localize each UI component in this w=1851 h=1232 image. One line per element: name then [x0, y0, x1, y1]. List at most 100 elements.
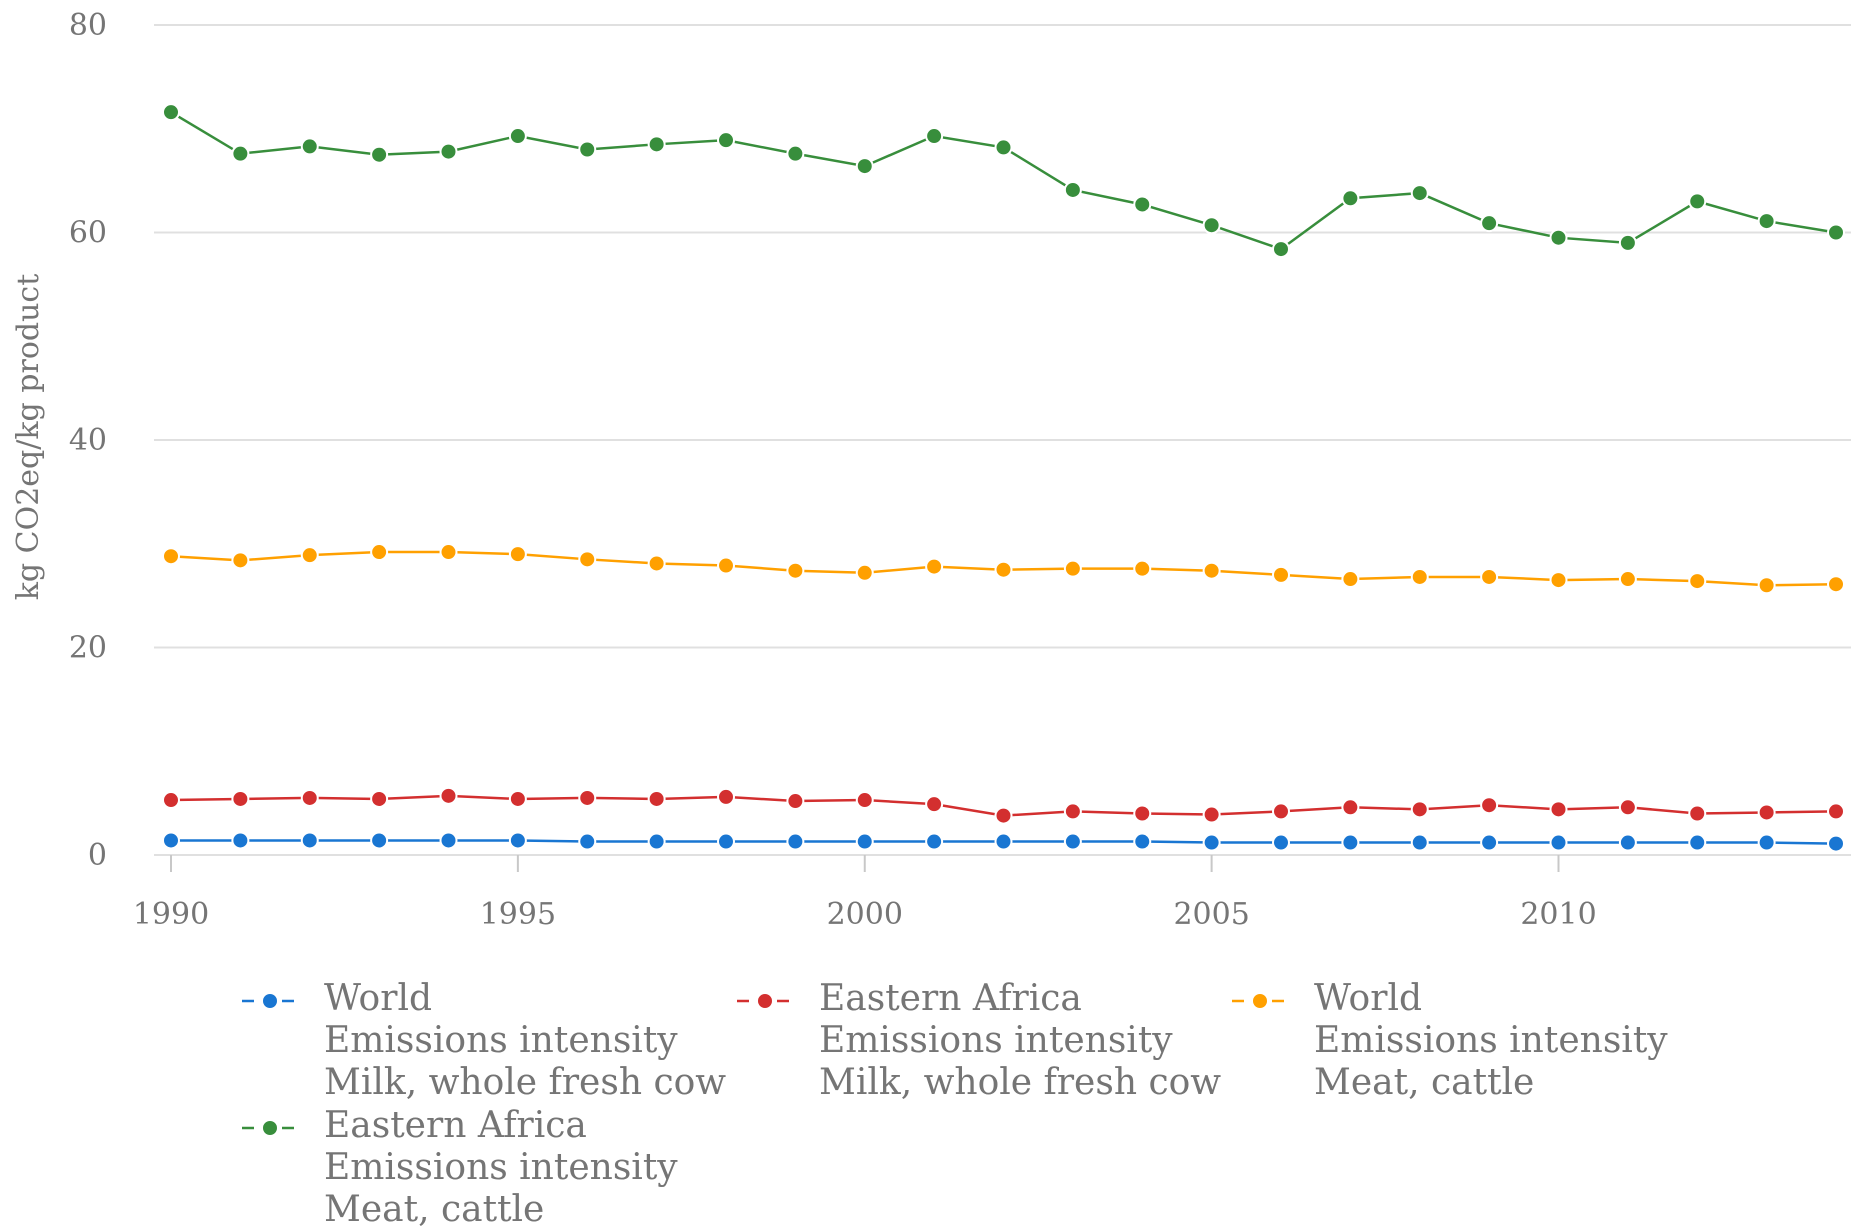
- data-point[interactable]: [1688, 833, 1707, 852]
- data-point[interactable]: [1410, 184, 1429, 203]
- data-point[interactable]: [1063, 802, 1082, 821]
- data-point[interactable]: [578, 550, 597, 569]
- data-point[interactable]: [994, 806, 1013, 825]
- data-point[interactable]: [1133, 559, 1152, 578]
- data-point[interactable]: [231, 551, 250, 570]
- data-point[interactable]: [1480, 214, 1499, 233]
- data-point[interactable]: [1341, 833, 1360, 852]
- legend-item[interactable]: World Emissions intensity Meat, cattle: [1230, 978, 1668, 1104]
- data-point[interactable]: [162, 103, 180, 122]
- data-point[interactable]: [1757, 803, 1776, 822]
- data-point[interactable]: [578, 832, 597, 851]
- data-point[interactable]: [925, 557, 944, 576]
- data-point[interactable]: [1480, 833, 1499, 852]
- data-point[interactable]: [370, 831, 389, 850]
- data-point[interactable]: [300, 137, 319, 156]
- data-point[interactable]: [925, 795, 944, 814]
- data-point[interactable]: [1688, 804, 1707, 823]
- data-point[interactable]: [439, 543, 458, 562]
- data-point[interactable]: [1063, 180, 1082, 199]
- data-point[interactable]: [508, 545, 527, 564]
- data-point[interactable]: [231, 831, 250, 850]
- data-point[interactable]: [300, 831, 319, 850]
- data-point[interactable]: [231, 144, 250, 163]
- data-point[interactable]: [1063, 559, 1082, 578]
- data-point[interactable]: [717, 832, 735, 851]
- data-point[interactable]: [1618, 233, 1637, 252]
- data-point[interactable]: [647, 554, 666, 573]
- legend-item[interactable]: Eastern Africa Emissions intensity Meat, c…: [240, 1105, 678, 1231]
- data-point[interactable]: [1757, 833, 1776, 852]
- data-point[interactable]: [1272, 240, 1290, 259]
- data-point[interactable]: [1133, 195, 1152, 214]
- data-point[interactable]: [1618, 833, 1637, 852]
- data-point[interactable]: [786, 792, 805, 811]
- data-point[interactable]: [439, 831, 458, 850]
- data-point[interactable]: [1827, 802, 1845, 821]
- data-point[interactable]: [994, 138, 1013, 157]
- data-point[interactable]: [1480, 796, 1499, 815]
- data-point[interactable]: [1410, 567, 1429, 586]
- data-point[interactable]: [1549, 228, 1568, 247]
- data-point[interactable]: [300, 788, 319, 807]
- data-point[interactable]: [1549, 833, 1568, 852]
- data-point[interactable]: [925, 127, 944, 146]
- data-point[interactable]: [1272, 802, 1290, 821]
- data-point[interactable]: [786, 832, 805, 851]
- data-point[interactable]: [647, 832, 666, 851]
- data-point[interactable]: [1202, 833, 1221, 852]
- data-point[interactable]: [1618, 570, 1637, 589]
- data-point[interactable]: [647, 789, 666, 808]
- data-point[interactable]: [1618, 798, 1637, 817]
- data-point[interactable]: [1202, 561, 1221, 580]
- data-point[interactable]: [439, 142, 458, 161]
- data-point[interactable]: [1341, 570, 1360, 589]
- data-point[interactable]: [1272, 565, 1290, 584]
- data-point[interactable]: [855, 791, 874, 810]
- data-point[interactable]: [1202, 805, 1221, 824]
- data-point[interactable]: [508, 831, 527, 850]
- legend-item[interactable]: Eastern Africa Emissions intensity Milk, w…: [735, 978, 1221, 1104]
- data-point[interactable]: [786, 561, 805, 580]
- data-point[interactable]: [370, 145, 389, 164]
- data-point[interactable]: [994, 832, 1013, 851]
- data-point[interactable]: [300, 546, 319, 565]
- data-point[interactable]: [1757, 576, 1776, 595]
- data-point[interactable]: [1827, 834, 1845, 853]
- data-point[interactable]: [855, 563, 874, 582]
- data-point[interactable]: [1688, 572, 1707, 591]
- data-point[interactable]: [717, 787, 735, 806]
- data-point[interactable]: [578, 140, 597, 159]
- data-point[interactable]: [1757, 212, 1776, 231]
- data-point[interactable]: [1549, 571, 1568, 590]
- data-point[interactable]: [508, 789, 527, 808]
- data-point[interactable]: [162, 547, 180, 566]
- data-point[interactable]: [925, 832, 944, 851]
- data-point[interactable]: [162, 831, 180, 850]
- data-point[interactable]: [1549, 800, 1568, 819]
- data-point[interactable]: [1688, 192, 1707, 211]
- data-point[interactable]: [717, 131, 735, 150]
- data-point[interactable]: [647, 135, 666, 154]
- data-point[interactable]: [1202, 216, 1221, 235]
- data-point[interactable]: [578, 788, 597, 807]
- legend-item[interactable]: World Emissions intensity Milk, whole fres…: [240, 978, 726, 1104]
- data-point[interactable]: [231, 789, 250, 808]
- data-point[interactable]: [1480, 567, 1499, 586]
- data-point[interactable]: [855, 157, 874, 176]
- data-point[interactable]: [370, 789, 389, 808]
- data-point[interactable]: [1827, 223, 1845, 242]
- data-point[interactable]: [439, 786, 458, 805]
- data-point[interactable]: [855, 832, 874, 851]
- data-point[interactable]: [1133, 804, 1152, 823]
- data-point[interactable]: [1133, 832, 1152, 851]
- data-point[interactable]: [162, 791, 180, 810]
- data-point[interactable]: [1272, 833, 1290, 852]
- data-point[interactable]: [1827, 575, 1845, 594]
- data-point[interactable]: [717, 556, 735, 575]
- data-point[interactable]: [508, 127, 527, 146]
- data-point[interactable]: [1341, 798, 1360, 817]
- data-point[interactable]: [1063, 832, 1082, 851]
- data-point[interactable]: [786, 144, 805, 163]
- data-point[interactable]: [1410, 833, 1429, 852]
